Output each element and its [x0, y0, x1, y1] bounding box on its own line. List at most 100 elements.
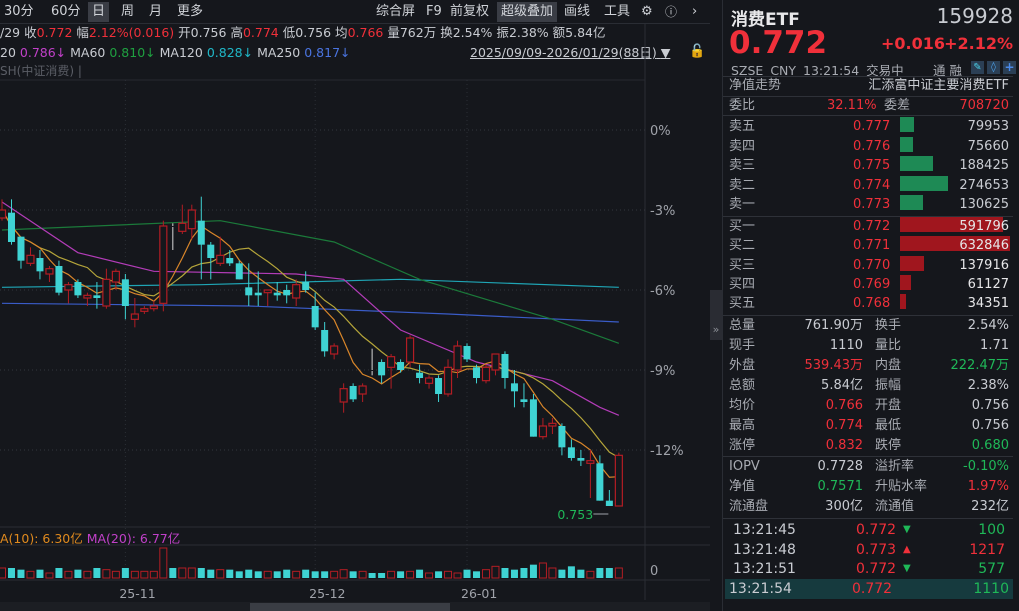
quote-panel: 消费ETF 159928 0.772 +0.016 +2.12% SZSE CN… [722, 0, 1019, 611]
ask-volume: 130625 [959, 197, 1009, 213]
stat-value: 2.38% [967, 378, 1009, 393]
trading-status: 交易中 [866, 63, 904, 78]
candle-body [596, 463, 604, 501]
bid-row[interactable]: 买五 0.768 34351 [729, 294, 1009, 314]
candle-body [226, 258, 234, 264]
tool-super-overlay[interactable]: 超级叠加 [497, 2, 558, 22]
candle-body [235, 263, 243, 280]
candle-body [17, 236, 25, 261]
period-day[interactable]: 日 [88, 2, 110, 22]
lock-icon[interactable]: 🔓 [689, 44, 706, 59]
bid-volume-bar [900, 217, 1003, 232]
ask-price: 0.777 [853, 119, 891, 134]
tick-volume: 1217 [969, 541, 1005, 558]
stat-label: 振幅 [875, 378, 902, 393]
volume-bar [473, 571, 480, 578]
volume-bar [358, 570, 367, 579]
volume-bar [187, 567, 196, 579]
candle-body [405, 337, 415, 363]
ma5-line [1, 209, 619, 478]
ma20-line [1, 201, 620, 416]
volume-bar [111, 570, 120, 579]
tool-draw-line[interactable]: 画线 [564, 4, 591, 19]
ask-row[interactable]: 卖一 0.773 130625 [729, 195, 1009, 215]
ask-label: 卖五 [729, 119, 756, 134]
overlay-label: SH(中证消费) | [0, 64, 82, 78]
stat-value: 1.97% [967, 479, 1009, 494]
candle-body [435, 378, 443, 394]
period-30min[interactable]: 30分 [4, 4, 34, 19]
low-marker-label: 0.753 [557, 507, 593, 522]
stat-row: 均价 0.766 开盘 0.756 [729, 396, 1009, 416]
dropdown-triangle-icon[interactable]: ▼ [660, 45, 671, 60]
ask-row[interactable]: 卖四 0.776 75660 [729, 136, 1009, 157]
ask-row[interactable]: 卖二 0.774 274653 [729, 175, 1009, 196]
volume-bar [416, 569, 424, 578]
period-more[interactable]: 更多 [177, 4, 204, 19]
period-week[interactable]: 周 [121, 4, 135, 19]
candle-body [283, 290, 291, 296]
ask-label: 卖二 [729, 177, 756, 193]
ma250-label: MA250 [257, 45, 301, 60]
tool-forward-adjust[interactable]: 前复权 [450, 4, 490, 19]
scrollbar-thumb[interactable] [250, 603, 450, 611]
chevron-right-icon[interactable]: › [692, 4, 698, 19]
bid-row[interactable]: 买四 0.769 61127 [729, 274, 1009, 295]
bid-volume-bar [900, 294, 906, 310]
low-value: 0.756 [295, 25, 332, 40]
ask-volume-bar [900, 117, 914, 132]
candle-body [64, 284, 73, 291]
tool-tools[interactable]: 工具 [604, 4, 631, 19]
bid-volume-bar [900, 255, 924, 271]
edit-icon[interactable]: ✎ [971, 61, 984, 74]
candle-body [83, 294, 92, 299]
date-range-selector[interactable]: 2025/09/09-2026/01/29(88日) ▼ [470, 44, 670, 62]
volume-bar [197, 568, 205, 578]
stat-value: 0.774 [825, 418, 863, 433]
ma120-label: MA120 [159, 45, 203, 60]
stat-label: 总额 [729, 378, 756, 393]
bid-row[interactable]: 买三 0.770 137916 [729, 255, 1009, 276]
stat-label: 流通值 [875, 499, 915, 514]
volume-bar [453, 572, 462, 579]
down-arrow-icon: ▼ [903, 524, 911, 535]
stat-value: 0.832 [825, 438, 863, 453]
ma250-value: 0.817↓ [304, 45, 351, 60]
add-icon[interactable]: + [1003, 60, 1016, 74]
volume-bar [64, 570, 73, 579]
volume-bar [216, 569, 225, 579]
tick-volume: 100 [978, 522, 1005, 538]
nav-trend-link[interactable]: 净值走势 [729, 78, 782, 93]
stat-label: 升贴水率 [875, 479, 928, 494]
candle-body [321, 330, 329, 352]
candle-body [473, 367, 480, 378]
ask-volume-bar [900, 156, 933, 172]
volume-legend: A(10): 6.30亿 MA(20): 6.77亿 [0, 528, 180, 547]
period-month[interactable]: 月 [149, 4, 163, 19]
up-arrow-icon: ▲ [903, 543, 911, 555]
ask-row[interactable]: 卖三 0.775 188425 [729, 156, 1009, 176]
amount-value: 5.84亿 [565, 25, 606, 40]
fund-full-name: 汇添富中证主要消费ETF [868, 78, 1009, 93]
bid-row[interactable]: 买二 0.771 632846 [729, 236, 1010, 256]
period-60min[interactable]: 60分 [51, 4, 81, 19]
bid-row[interactable]: 买一 0.772 591796 [729, 217, 1009, 237]
gear-icon[interactable]: ⚙ [641, 4, 653, 19]
collapse-panel-button[interactable]: » [710, 290, 722, 340]
date-range[interactable]: 2025/09/09-2026/01/29(88日) [470, 45, 657, 60]
kline-chart[interactable]: 0% -3% -6% -9% -12% 25-11 25-12 26-01 0 0.753 [0, 0, 712, 611]
tool-f9[interactable]: F9 [426, 4, 442, 19]
candle-body [0, 209, 7, 219]
candle-body [481, 366, 491, 382]
help-icon[interactable]: ⓘ [665, 5, 678, 19]
tool-composite-screen[interactable]: 综合屏 [376, 4, 416, 19]
candle-body [55, 266, 63, 293]
volume-bar [207, 569, 215, 578]
candle-body [330, 345, 339, 355]
candle-body [216, 254, 225, 264]
ask-row[interactable]: 卖五 0.777 79953 [729, 117, 1009, 137]
stat-label: 涨停 [729, 438, 756, 453]
alert-bell-icon[interactable]: ◊ [987, 61, 1000, 74]
stat-label: 总量 [729, 318, 756, 333]
volume-bar [605, 568, 613, 578]
